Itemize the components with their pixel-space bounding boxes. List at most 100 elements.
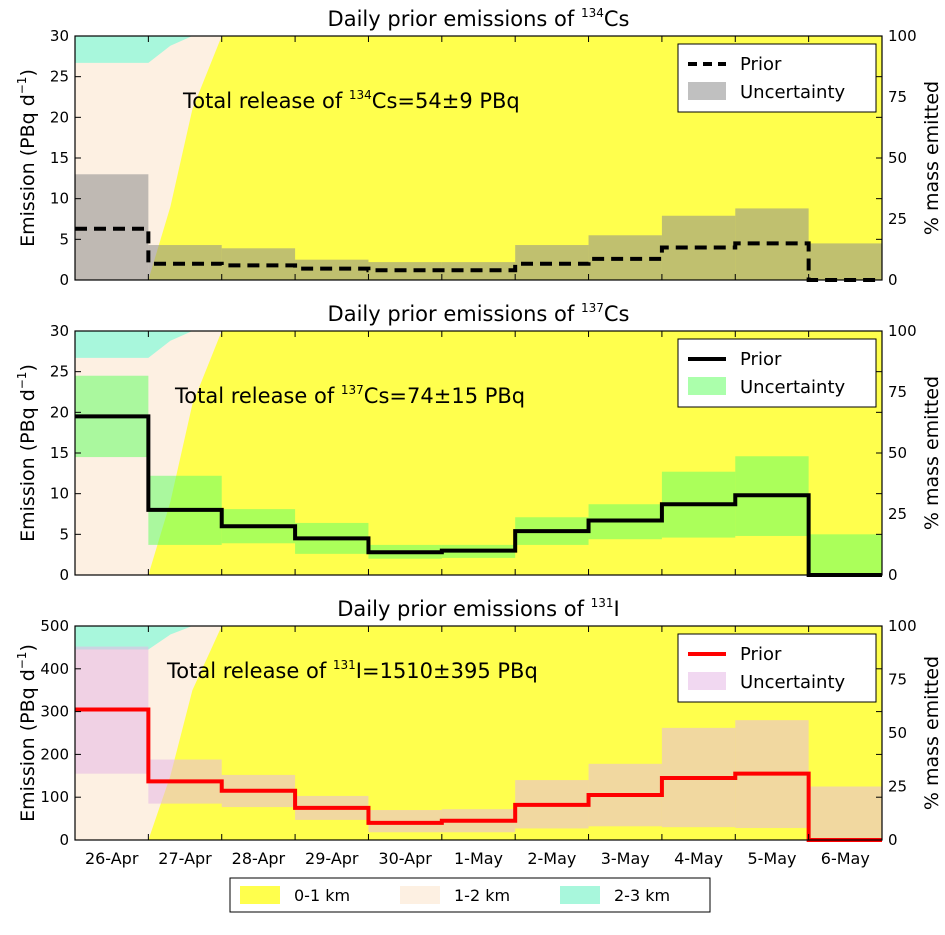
uncertainty-bar — [808, 243, 882, 280]
y2-tick-label: 25 — [888, 778, 907, 796]
annotation-value: I=1510 — [356, 659, 433, 683]
y-tick-label: 0 — [59, 831, 69, 849]
y2-tick-label: 100 — [888, 617, 917, 635]
panel-2: 0 5 10 15 20 25 30 0 25 50 75 100 Daily prior emissi… — [15, 301, 943, 584]
legend-uncertainty-swatch — [688, 672, 726, 690]
y-tick-label: 400 — [40, 660, 69, 678]
y2-tick-label: 25 — [888, 210, 907, 228]
legend-uncertainty-label: Uncertainty — [740, 82, 846, 103]
y2-tick-label: 100 — [888, 322, 917, 340]
legend-prior-label: Prior — [740, 54, 782, 75]
annotation-superscript: 137 — [341, 383, 364, 397]
height-legend-label: 0-1 km — [294, 886, 350, 905]
x-tick-label: 29-Apr — [305, 849, 359, 868]
panel-1: 0 5 10 15 20 25 30 0 25 50 75 100 Daily prior emissi… — [15, 6, 943, 289]
legend-uncertainty-swatch — [688, 377, 726, 395]
total-release-annotation: Total release of 137Cs=74±15 PBq — [174, 383, 525, 408]
y-tick-label: 15 — [50, 149, 69, 167]
y2-axis-label: % mass emitted — [921, 656, 943, 810]
annotation-text: Total release of — [182, 89, 349, 113]
y2-tick-label: 0 — [888, 566, 898, 584]
y-tick-label: 30 — [50, 27, 69, 45]
y2-tick-label: 75 — [888, 671, 907, 689]
y-tick-label: 10 — [50, 485, 69, 503]
y2-axis-label: % mass emitted — [921, 376, 943, 530]
annotation-text: Total release of — [174, 384, 341, 408]
height-legend-box — [229, 877, 711, 913]
annotation-value: Cs=74 — [364, 384, 434, 408]
y-axis-label: Emission (PBq d−1) — [15, 644, 39, 822]
annotation-uncertainty: 395 PBq — [451, 659, 538, 683]
legend-uncertainty-label: Uncertainty — [740, 377, 846, 398]
annotation-plusminus: ± — [434, 384, 452, 408]
x-tick-label: 5-May — [747, 849, 796, 868]
x-tick-label: 1-May — [454, 849, 503, 868]
chart-title: Daily prior emissions of 137Cs — [328, 301, 630, 326]
y2-tick-label: 0 — [888, 831, 898, 849]
annotation-uncertainty: 15 PBq — [451, 384, 525, 408]
annotation-value: Cs=54 — [372, 89, 442, 113]
title-superscript: 137 — [581, 301, 604, 315]
annotation-text: Total release of — [166, 659, 333, 683]
annotation-superscript: 131 — [333, 658, 356, 672]
y-axis-label: Emission (PBq d−1) — [15, 69, 39, 247]
y2-tick-label: 25 — [888, 505, 907, 523]
chart-title: Daily prior emissions of 134Cs — [328, 6, 630, 31]
height-legend-swatch — [240, 886, 280, 904]
ylabel-text: Emission (PBq d — [17, 94, 39, 247]
y-tick-label: 20 — [50, 108, 69, 126]
ylabel-superscript: −1 — [15, 372, 29, 390]
y-tick-label: 10 — [50, 190, 69, 208]
y2-tick-label: 75 — [888, 88, 907, 106]
ylabel-text: Emission (PBq d — [17, 389, 39, 542]
x-tick-label: 4-May — [674, 849, 723, 868]
legend-prior-label: Prior — [740, 644, 782, 665]
prior-step-line — [75, 707, 882, 842]
y-tick-label: 5 — [59, 230, 69, 248]
x-tick-label: 27-Apr — [158, 849, 212, 868]
ylabel-text: Emission (PBq d — [17, 669, 39, 822]
y-tick-label: 200 — [40, 745, 69, 763]
x-tick-label: 28-Apr — [232, 849, 286, 868]
chart-title: Daily prior emissions of 131I — [337, 596, 620, 621]
legend-uncertainty-swatch — [688, 82, 726, 100]
title-superscript: 131 — [591, 596, 614, 610]
x-tick-label: 26-Apr — [85, 849, 139, 868]
y2-tick-label: 50 — [888, 444, 907, 462]
title-text: Daily prior emissions of — [337, 597, 590, 621]
title-element: Cs — [604, 302, 630, 326]
annotation-superscript: 134 — [349, 88, 372, 102]
y2-tick-label: 50 — [888, 149, 907, 167]
y-tick-label: 25 — [50, 68, 69, 86]
title-element: I — [614, 597, 620, 621]
y2-tick-label: 100 — [888, 27, 917, 45]
annotation-plusminus: ± — [433, 659, 451, 683]
legend-box — [677, 633, 877, 703]
ylabel-close: ) — [17, 69, 39, 76]
y2-axis-label: % mass emitted — [921, 81, 943, 235]
plot-frame — [74, 625, 883, 841]
x-tick-label: 30-Apr — [378, 849, 432, 868]
legend-box — [677, 43, 877, 113]
panel-3: 0 100 200 300 400 500 0 25 50 75 100 Daily prior em… — [15, 596, 943, 849]
annotation-uncertainty: 9 PBq — [459, 89, 519, 113]
uncertainty-bar — [808, 786, 882, 840]
ylabel-close: ) — [17, 644, 39, 651]
ylabel-close: ) — [17, 364, 39, 371]
legend-uncertainty-label: Uncertainty — [740, 672, 846, 693]
y-tick-label: 100 — [40, 788, 69, 806]
x-tick-label: 2-May — [527, 849, 576, 868]
y-tick-label: 30 — [50, 322, 69, 340]
ylabel-superscript: −1 — [15, 652, 29, 670]
y-tick-label: 0 — [59, 566, 69, 584]
y-tick-label: 25 — [50, 363, 69, 381]
prior-step-line — [75, 414, 882, 577]
y-tick-label: 15 — [50, 444, 69, 462]
height-legend-label: 2-3 km — [614, 886, 670, 905]
y-tick-label: 0 — [59, 271, 69, 289]
title-superscript: 134 — [581, 6, 604, 20]
x-tick-label: 3-May — [601, 849, 650, 868]
y-tick-label: 5 — [59, 525, 69, 543]
x-tick-label: 6-May — [821, 849, 870, 868]
